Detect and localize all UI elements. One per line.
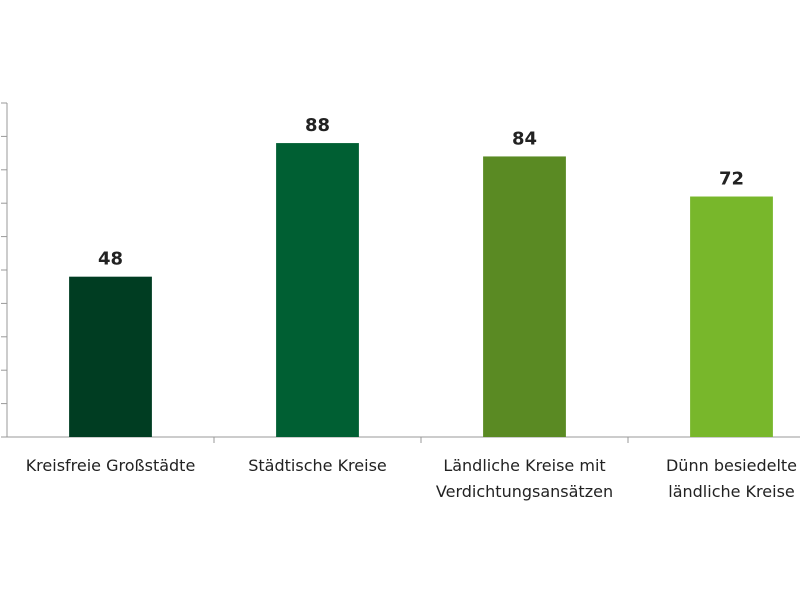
bar bbox=[690, 196, 773, 437]
x-tick-label: Ländliche Kreise mit Verdichtungsansätze… bbox=[435, 456, 614, 501]
x-tick-label: Kreisfreie Großstädte bbox=[25, 456, 196, 475]
value-label: 72 bbox=[719, 169, 744, 190]
x-tick-label: Dünn besiedelte ländliche Kreise bbox=[665, 456, 797, 501]
bar bbox=[69, 276, 152, 437]
bar bbox=[483, 156, 566, 437]
value-label: 48 bbox=[98, 249, 123, 270]
value-label: 88 bbox=[305, 115, 330, 136]
x-tick-label: Städtische Kreise bbox=[248, 456, 387, 475]
bar bbox=[276, 143, 359, 437]
value-label: 84 bbox=[512, 128, 537, 149]
